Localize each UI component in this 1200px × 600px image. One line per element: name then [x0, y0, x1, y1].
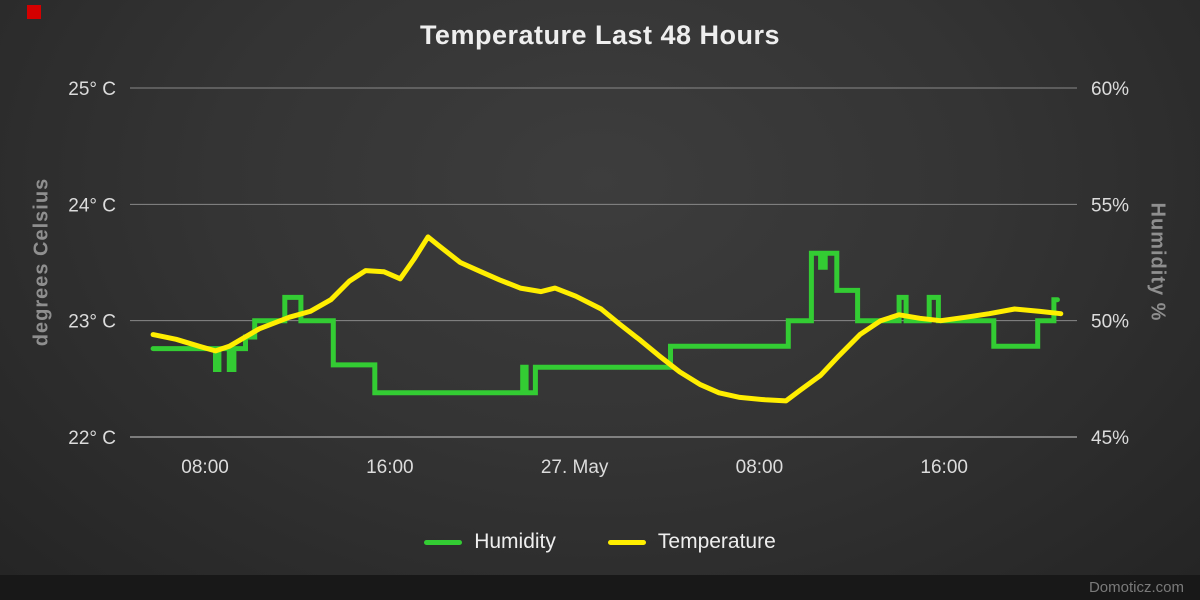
temperature-swatch: [607, 539, 646, 545]
humidity-swatch: [424, 539, 463, 545]
x-axis-tick-label: 08:00: [181, 457, 229, 478]
legend-label-temperature: Temperature: [657, 530, 776, 553]
right-axis-tick-label: 50%: [1091, 312, 1129, 333]
red-marker: [27, 5, 41, 19]
humidity-series-line: [150, 250, 1060, 396]
legend-item-humidity[interactable]: Humidity: [424, 530, 556, 554]
legend: Humidity Temperature: [0, 530, 1200, 554]
left-axis-tick-label: 25° C: [68, 79, 116, 100]
x-axis-tick-label: 16:00: [366, 457, 414, 478]
right-axis-tick-label: 60%: [1091, 79, 1129, 100]
right-axis-title: Humidity %: [1146, 202, 1169, 322]
x-axis-tick-label: 08:00: [736, 457, 784, 478]
footer-bar: Domoticz.com: [0, 575, 1200, 600]
legend-label-humidity: Humidity: [474, 530, 556, 553]
x-axis-tick-label: 16:00: [920, 457, 968, 478]
temperature-series-line: [150, 234, 1064, 404]
left-axis-tick-label: 23° C: [68, 312, 116, 333]
x-axis-tick-label: 27. May: [541, 457, 609, 478]
left-axis-tick-label: 22° C: [68, 428, 116, 449]
chart-title: Temperature Last 48 Hours: [419, 20, 781, 50]
legend-item-temperature[interactable]: Temperature: [607, 530, 776, 554]
right-axis-tick-label: 45%: [1091, 428, 1129, 449]
watermark: Domoticz.com: [1088, 579, 1184, 596]
right-axis-tick-label: 55%: [1091, 195, 1129, 216]
left-axis-tick-label: 24° C: [68, 195, 116, 216]
